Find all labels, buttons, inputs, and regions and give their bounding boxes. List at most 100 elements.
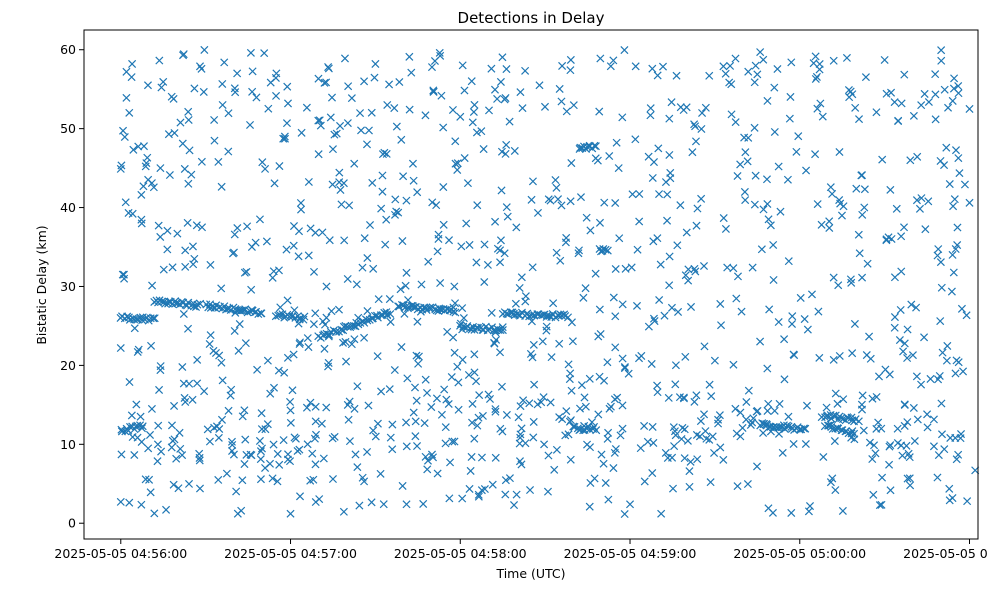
detection-marker [458,355,467,364]
detection-marker [467,452,476,461]
detection-marker [150,314,159,323]
detection-marker [769,275,778,284]
detection-marker [496,246,505,255]
detection-marker [627,263,636,272]
detection-marker [465,484,474,493]
detection-marker [441,423,450,432]
detection-marker [905,474,914,483]
detection-marker [912,196,921,205]
detection-marker [609,56,618,65]
detection-marker [890,273,899,282]
detection-marker [404,295,413,305]
detection-marker [665,150,674,159]
detection-marker [768,508,777,517]
x-tick-label: 2025-05-05 04:58:00 [394,546,527,561]
detection-marker [192,221,201,230]
detection-marker [677,434,686,444]
detection-marker [614,164,623,173]
detection-marker [311,309,320,318]
detection-marker [663,216,672,225]
detection-marker [729,360,738,369]
detection-marker [759,55,768,64]
detection-marker [784,412,793,421]
detection-marker [714,415,723,424]
detection-marker [328,145,337,154]
detection-marker [253,365,262,374]
detection-marker [398,237,407,246]
detection-marker [769,240,778,250]
detection-marker [710,356,719,365]
detection-marker [496,77,505,86]
detection-marker [668,453,677,462]
detection-marker [804,507,813,516]
detection-marker [257,309,266,318]
detection-marker [388,445,397,454]
detection-marker [183,324,193,333]
detection-marker [373,419,382,428]
detection-marker [451,159,460,168]
detection-marker [957,304,966,313]
detection-marker [574,246,584,255]
detection-marker [848,427,857,436]
detection-marker [558,61,567,70]
detection-marker [354,313,363,322]
detection-marker [332,327,341,336]
detection-marker [801,439,810,449]
detection-marker [917,101,926,110]
detection-marker [371,59,380,68]
detection-marker [334,305,344,314]
detection-marker [935,371,944,381]
detection-marker [744,67,753,76]
detection-marker [829,273,838,282]
detection-marker [780,375,789,384]
detection-marker [566,455,575,464]
detection-marker [330,130,339,139]
detection-marker [897,99,906,108]
detection-marker [595,218,605,227]
detection-marker [696,417,705,426]
detection-marker [877,424,886,433]
detection-marker [567,318,576,327]
detection-marker [750,123,759,132]
detection-marker [296,198,305,207]
detection-marker [618,354,627,363]
x-tick-label: 2025-05-05 04:59:00 [564,546,697,561]
detection-marker [723,263,732,272]
detection-marker [731,118,740,127]
detection-marker [750,200,759,209]
detection-marker [847,413,856,422]
detection-marker [332,129,341,138]
detection-marker [414,359,423,368]
detection-marker [900,339,909,348]
detection-marker [378,171,387,180]
detection-marker [193,379,202,388]
detection-marker [702,434,711,443]
detection-marker [433,469,442,478]
detection-marker [877,500,886,509]
detection-marker [895,336,904,345]
detection-marker [210,136,219,145]
detection-marker [580,393,589,402]
detection-marker [149,183,158,192]
detection-marker [878,155,887,164]
detection-marker [870,441,879,450]
detection-marker [423,388,432,397]
detection-marker [635,189,644,199]
detection-marker [648,64,657,73]
detection-marker [154,421,163,430]
detection-marker [125,498,134,507]
detection-marker [468,418,477,427]
detection-marker [176,444,185,453]
detection-marker [386,433,395,442]
detection-marker [289,350,298,359]
detection-marker [615,234,624,243]
detection-marker [231,308,240,317]
detection-marker [402,418,411,427]
detection-marker [636,444,645,453]
detection-marker [699,261,709,271]
detection-marker [815,60,824,69]
detection-marker [855,249,864,258]
detection-marker [646,111,655,120]
detection-marker [851,103,860,112]
detection-marker [937,46,946,55]
